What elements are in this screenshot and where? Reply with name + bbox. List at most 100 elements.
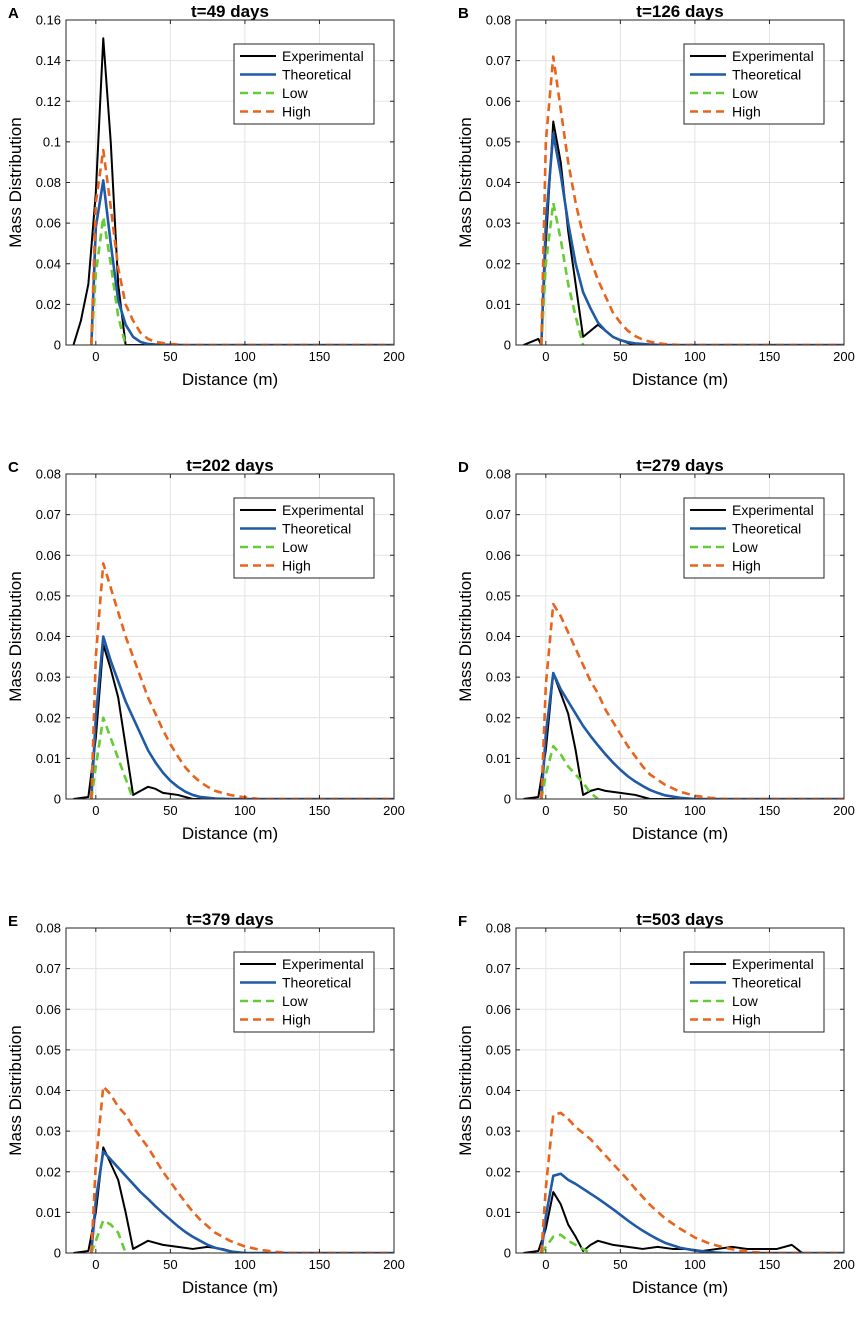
x-tick-label: 150: [309, 1257, 331, 1272]
series-line-high: [90, 562, 394, 799]
x-tick-label: 150: [759, 803, 781, 818]
y-tick-label: 0.08: [36, 921, 61, 936]
y-tick-label: 0.06: [486, 94, 511, 109]
x-tick-label: 200: [383, 349, 405, 364]
y-tick-label: 0.02: [486, 256, 511, 271]
y-tick-label: 0.02: [36, 710, 61, 725]
y-tick-label: 0.07: [486, 961, 511, 976]
x-tick-label: 150: [759, 349, 781, 364]
y-tick-label: 0.06: [486, 548, 511, 563]
chart-title: t=49 days: [191, 2, 269, 21]
x-tick-label: 50: [613, 349, 627, 364]
y-tick-label: 0.1: [43, 134, 61, 149]
legend-label: Low: [282, 993, 309, 1009]
y-tick-label: 0.06: [36, 1002, 61, 1017]
legend: Experimental Theoretical Low High: [233, 43, 375, 125]
chart-title: t=503 days: [636, 910, 723, 929]
x-axis-label: Distance (m): [182, 824, 278, 843]
y-tick-label: 0.14: [36, 53, 61, 68]
legend-label: Experimental: [732, 956, 814, 972]
series-line-low: [540, 201, 585, 345]
legend: Experimental Theoretical Low High: [683, 497, 825, 579]
legend-label: High: [282, 104, 311, 120]
y-tick-label: 0.01: [486, 297, 511, 312]
legend-label: Low: [732, 993, 759, 1009]
y-tick-label: 0: [504, 1246, 511, 1261]
series-line-theoretical: [540, 132, 844, 345]
y-tick-label: 0.07: [486, 507, 511, 522]
legend-label: High: [732, 558, 761, 574]
x-axis-label: Distance (m): [632, 1278, 728, 1297]
legend-label: Experimental: [732, 48, 814, 64]
legend-label: Theoretical: [282, 67, 351, 83]
series-line-theoretical: [90, 635, 394, 799]
x-tick-label: 200: [833, 349, 855, 364]
legend-label: Experimental: [282, 502, 364, 518]
panel-letter: E: [8, 913, 18, 930]
x-tick-label: 100: [234, 1257, 256, 1272]
x-tick-label: 200: [833, 803, 855, 818]
y-tick-label: 0.02: [486, 710, 511, 725]
x-tick-label: 50: [613, 1257, 627, 1272]
y-tick-label: 0.05: [486, 588, 511, 603]
series-line-high: [540, 602, 844, 799]
legend-label: Theoretical: [732, 67, 801, 83]
y-tick-label: 0.02: [36, 297, 61, 312]
series-line-theoretical: [540, 1172, 844, 1253]
y-axis-label: Mass Distribution: [6, 571, 25, 701]
y-tick-label: 0.05: [486, 1042, 511, 1057]
y-tick-label: 0.06: [36, 548, 61, 563]
y-tick-label: 0.16: [36, 13, 61, 28]
y-axis-label: Mass Distribution: [456, 1025, 475, 1155]
series-line-low: [90, 215, 127, 345]
x-axis-label: Distance (m): [632, 824, 728, 843]
y-tick-label: 0.04: [486, 175, 511, 190]
y-tick-label: 0.05: [36, 1042, 61, 1057]
y-tick-label: 0.06: [36, 216, 61, 231]
legend-label: Low: [282, 539, 309, 555]
y-tick-label: 0.01: [486, 1205, 511, 1220]
y-tick-label: 0.04: [36, 629, 61, 644]
y-tick-label: 0: [54, 1246, 61, 1261]
x-tick-label: 150: [309, 803, 331, 818]
x-tick-label: 0: [92, 1257, 99, 1272]
series-line-low: [540, 744, 599, 799]
y-axis-label: Mass Distribution: [456, 571, 475, 701]
legend: Experimental Theoretical Low High: [683, 43, 825, 125]
series-line-high: [540, 55, 844, 345]
y-tick-label: 0.03: [486, 216, 511, 231]
y-tick-label: 0: [54, 338, 61, 353]
y-tick-label: 0.04: [36, 256, 61, 271]
x-tick-label: 100: [234, 349, 256, 364]
y-tick-label: 0: [504, 792, 511, 807]
series-line-high: [540, 1111, 844, 1253]
chart-title: t=202 days: [186, 456, 273, 475]
chart-title: t=126 days: [636, 2, 723, 21]
series-line-high: [90, 1085, 394, 1253]
x-tick-label: 50: [163, 803, 177, 818]
x-tick-label: 150: [309, 349, 331, 364]
panel-letter: C: [8, 459, 19, 476]
legend-label: High: [282, 1012, 311, 1028]
chart-title: t=379 days: [186, 910, 273, 929]
x-tick-label: 100: [684, 349, 706, 364]
series-line-experimental: [523, 672, 844, 799]
x-tick-label: 100: [234, 803, 256, 818]
y-tick-label: 0.01: [36, 1205, 61, 1220]
legend-label: Low: [732, 539, 759, 555]
y-axis-label: Mass Distribution: [6, 1025, 25, 1155]
x-tick-label: 0: [542, 1257, 549, 1272]
y-tick-label: 0.03: [486, 670, 511, 685]
x-tick-label: 50: [613, 803, 627, 818]
legend-label: High: [282, 558, 311, 574]
legend-label: Theoretical: [732, 975, 801, 991]
y-tick-label: 0.01: [36, 751, 61, 766]
x-tick-label: 200: [383, 1257, 405, 1272]
y-tick-label: 0.07: [486, 53, 511, 68]
series-line-low: [90, 1219, 127, 1253]
legend-label: Experimental: [282, 48, 364, 64]
legend-label: Theoretical: [732, 521, 801, 537]
